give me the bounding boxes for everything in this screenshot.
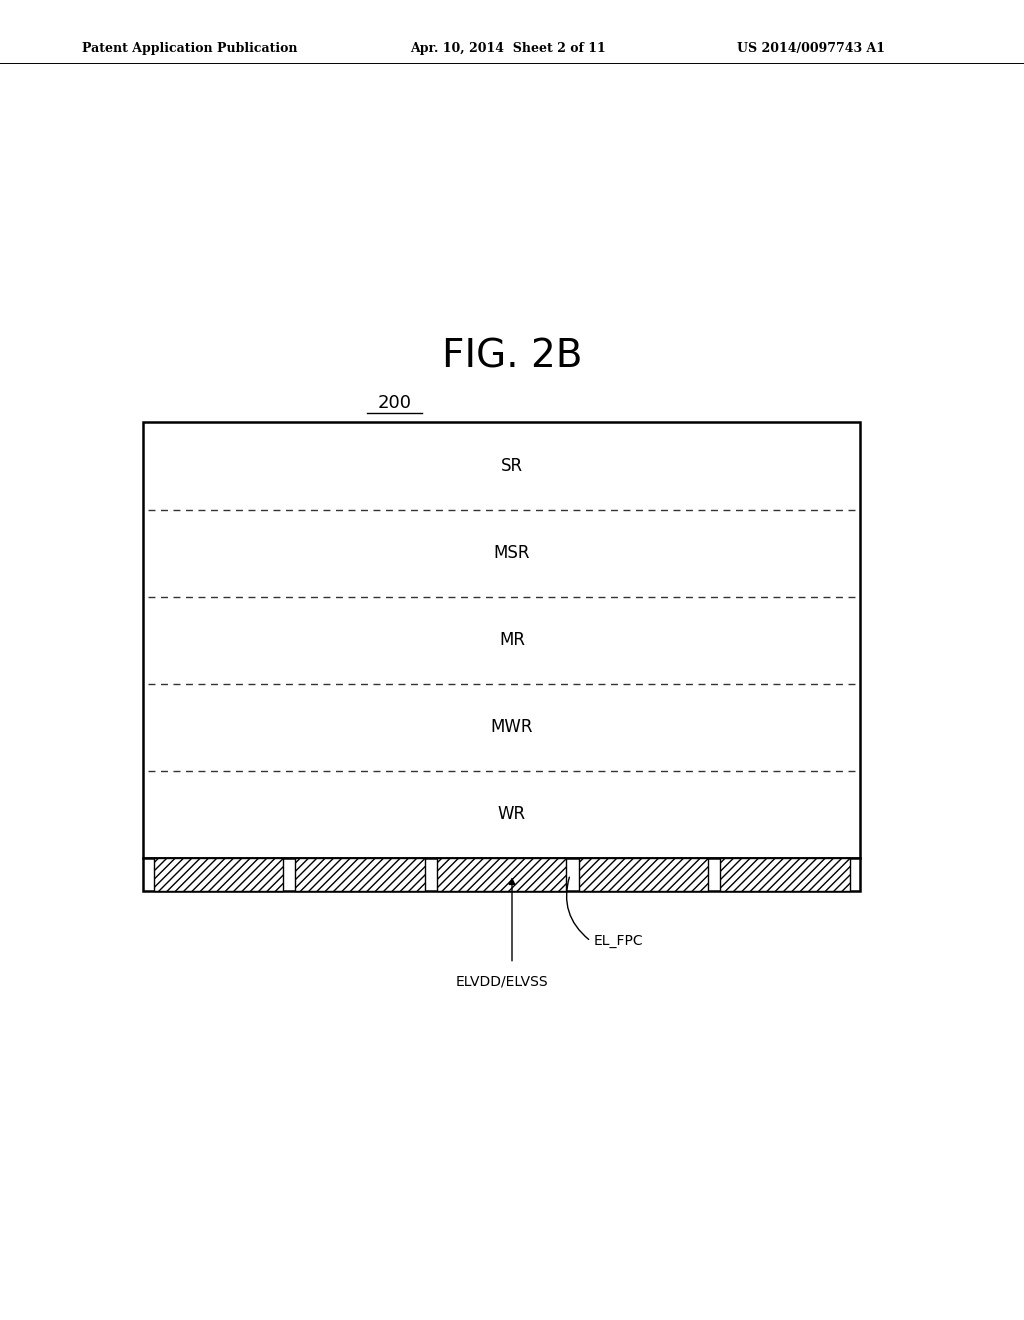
Text: US 2014/0097743 A1: US 2014/0097743 A1: [737, 42, 886, 55]
Text: Patent Application Publication: Patent Application Publication: [82, 42, 297, 55]
Bar: [154, 858, 283, 891]
Text: MSR: MSR: [494, 544, 530, 562]
Text: MR: MR: [499, 631, 525, 649]
Text: WR: WR: [498, 805, 526, 824]
Text: ELVDD/ELVSS: ELVDD/ELVSS: [456, 974, 548, 989]
Bar: [437, 858, 566, 891]
Bar: [579, 858, 709, 891]
Text: 200: 200: [377, 393, 412, 412]
Bar: [721, 858, 850, 891]
Text: SR: SR: [501, 457, 523, 475]
Text: FIG. 2B: FIG. 2B: [441, 338, 583, 375]
Bar: [295, 858, 425, 891]
Bar: [143, 858, 860, 891]
Text: Apr. 10, 2014  Sheet 2 of 11: Apr. 10, 2014 Sheet 2 of 11: [410, 42, 605, 55]
Bar: [143, 422, 860, 858]
Text: MWR: MWR: [490, 718, 534, 737]
Text: EL_FPC: EL_FPC: [594, 935, 643, 948]
